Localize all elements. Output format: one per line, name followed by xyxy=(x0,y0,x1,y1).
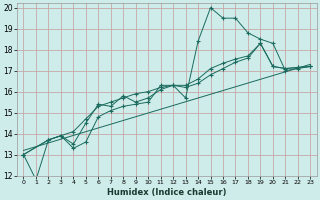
X-axis label: Humidex (Indice chaleur): Humidex (Indice chaleur) xyxy=(107,188,227,197)
